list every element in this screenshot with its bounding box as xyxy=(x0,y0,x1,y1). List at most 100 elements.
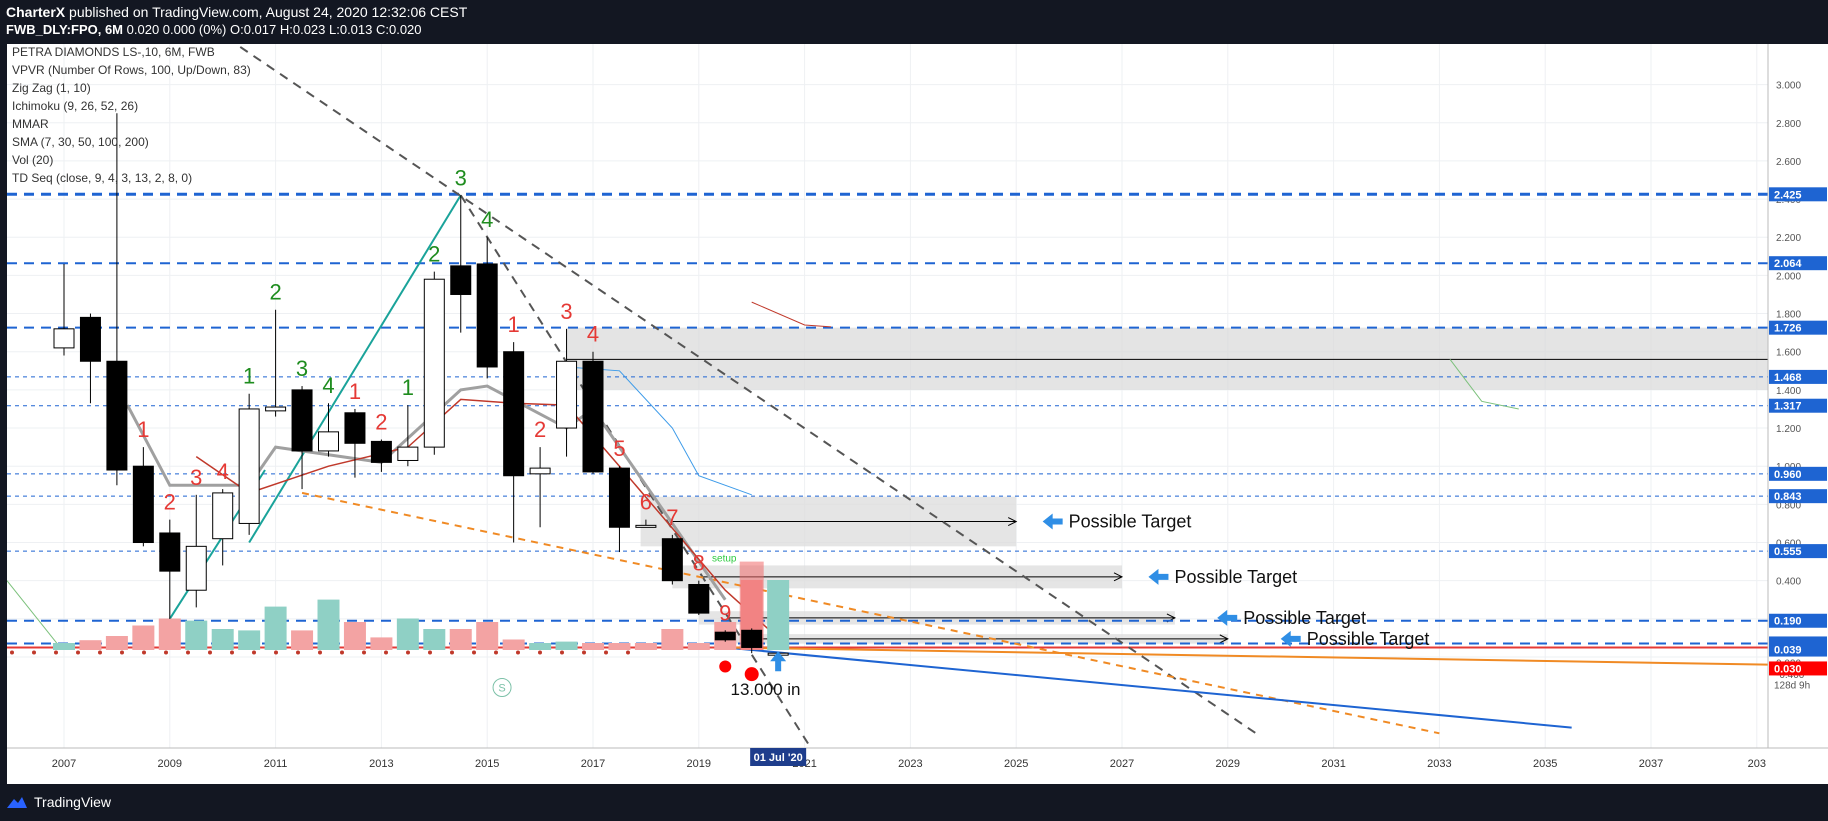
time-axis-bg xyxy=(7,748,1828,784)
candle-body xyxy=(238,408,260,524)
price-label-bg xyxy=(1769,256,1827,271)
volume-bar xyxy=(502,639,525,650)
candle-body xyxy=(291,389,313,452)
axes: 2007200920112013201520172019202120232025… xyxy=(7,44,1828,784)
volume-bar xyxy=(370,637,393,650)
volume-bar xyxy=(238,630,261,650)
y-tick-label: 1.200 xyxy=(1776,424,1801,435)
setup-label: setup xyxy=(712,554,737,565)
price-label: 0.190 xyxy=(1774,616,1802,628)
orange-flat xyxy=(725,646,1769,666)
target-arrow-head xyxy=(1113,572,1124,582)
tradingview-icon xyxy=(7,797,27,808)
y-tick-label: 2.200 xyxy=(1776,233,1801,244)
publisher-name[interactable]: CharterX xyxy=(6,4,66,20)
y-tick-label: -0.400 xyxy=(1776,670,1805,681)
volume-bar xyxy=(634,643,657,650)
volume-bar xyxy=(449,629,472,650)
price-label-bg xyxy=(1769,466,1827,481)
td-count: 1 xyxy=(402,375,414,400)
ichimoku-red xyxy=(751,301,832,328)
volume-bar xyxy=(582,643,604,650)
level-dot xyxy=(186,650,190,655)
orange-trend xyxy=(301,491,1440,735)
annotations: Possible Target Possible Target Possible T… xyxy=(492,512,1429,699)
target-arrow-icon xyxy=(1148,568,1169,585)
td-count: 2 xyxy=(428,242,440,267)
x-tick-label: 2011 xyxy=(264,758,288,770)
candle-body xyxy=(53,328,75,349)
footer-bar xyxy=(0,784,1828,821)
legend-line: TD Seq (close, 9, 4, 3, 13, 2, 8, 0) xyxy=(12,171,192,185)
volume-bar xyxy=(555,641,578,650)
y-tick-label: 2.000 xyxy=(1776,271,1801,282)
price-axis-bg xyxy=(1768,44,1828,748)
candle-body xyxy=(661,538,683,582)
candle-body xyxy=(159,532,181,572)
volume-bar xyxy=(317,599,340,650)
x-tick-label: 2007 xyxy=(52,758,76,770)
target-label: Possible Target xyxy=(1069,512,1192,532)
cursor-date-label: 01 Jul '20 xyxy=(754,752,803,764)
price-label-bg xyxy=(1769,187,1827,202)
level-dot xyxy=(362,650,366,655)
level-dot xyxy=(54,650,58,655)
candle-body xyxy=(450,265,472,295)
x-tick-label: 2015 xyxy=(475,758,499,770)
vol-badge xyxy=(492,678,512,698)
candle-body xyxy=(132,465,154,544)
target-arrow-head xyxy=(1219,634,1229,644)
time-left-label: 128d 9h xyxy=(1774,680,1810,691)
x-tick-label: 2035 xyxy=(1533,758,1557,770)
candle-body xyxy=(370,440,392,463)
level-dot xyxy=(560,650,564,655)
y-tick-label: 0.800 xyxy=(1776,500,1801,511)
tradingview-logo[interactable]: TradingView xyxy=(6,794,111,810)
price-label: 0.555 xyxy=(1774,546,1802,558)
legend-line: SMA (7, 30, 50, 100, 200) xyxy=(12,135,149,149)
candle-body xyxy=(503,351,525,477)
volume-bar xyxy=(53,643,75,650)
candle-body xyxy=(212,492,234,540)
legend-line: VPVR (Number Of Rows, 100, Up/Down, 83) xyxy=(12,63,251,77)
level-dot xyxy=(406,650,410,655)
x-tick-label: 2031 xyxy=(1321,758,1345,770)
x-tick-label: 2025 xyxy=(1004,758,1028,770)
price-label-bg xyxy=(1769,320,1827,335)
td-count: 7 xyxy=(666,505,678,530)
price-label-bg xyxy=(1769,398,1827,413)
price-label: 0.039 xyxy=(1774,645,1802,657)
level-dot xyxy=(494,650,498,655)
td-count: 9 xyxy=(719,600,731,625)
td-count: 3 xyxy=(190,465,202,490)
target-label: Possible Target xyxy=(1174,567,1297,587)
volume-bar xyxy=(343,622,366,650)
price-label-bg xyxy=(1769,661,1827,676)
volume-bar xyxy=(608,643,631,650)
x-tick-label: 2029 xyxy=(1216,758,1240,770)
level-dot xyxy=(472,650,476,655)
td-count: 3 xyxy=(455,165,467,190)
y-tick-label: 2.800 xyxy=(1776,119,1801,130)
sma-red xyxy=(195,398,779,639)
y-tick-label: 0.400 xyxy=(1776,577,1801,588)
level-dot xyxy=(384,650,388,655)
volume-bar xyxy=(396,618,419,650)
y-tick-label: 3.000 xyxy=(1776,81,1801,92)
volume-bar xyxy=(79,640,102,650)
legend-line: PETRA DIAMONDS LS-,10, 6M, FWB xyxy=(12,45,215,59)
candle-body xyxy=(185,545,207,591)
level-dot xyxy=(252,650,256,655)
level-dot xyxy=(274,650,278,655)
target-label: Possible Target xyxy=(1243,608,1366,628)
legend-line: Zig Zag (1, 10) xyxy=(12,81,91,95)
level-dot xyxy=(230,650,234,655)
candle-body xyxy=(529,467,551,475)
price-label-bg xyxy=(1769,544,1827,559)
legend-line: Ichimoku (9, 26, 52, 26) xyxy=(12,99,138,113)
horizontal-levels xyxy=(7,192,1768,655)
volume-bar xyxy=(529,643,552,650)
price-label: 0.030 xyxy=(1774,663,1802,675)
